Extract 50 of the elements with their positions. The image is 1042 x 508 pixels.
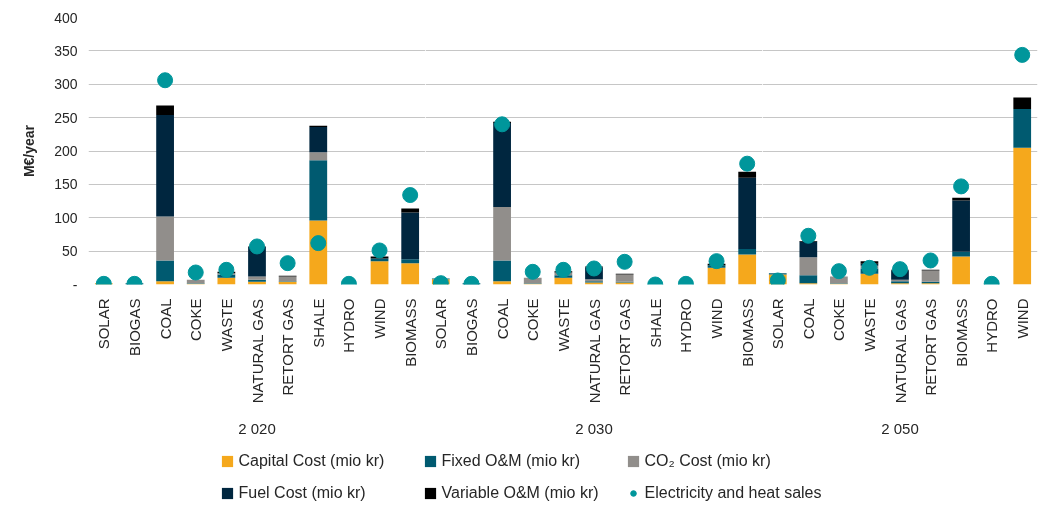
y-tick-label: 300 [54,76,78,93]
x-tick-label: SHALE [309,298,327,348]
x-tick-label: HYDRO [677,298,695,353]
y-tick-label: 400 [54,9,78,26]
y-tick-label: 250 [54,109,78,126]
y-tick-label: 150 [54,176,78,193]
legend-label: Fuel Cost (mio kr) [238,482,367,503]
x-tick-label: BIOMASS [738,298,756,367]
x-tick-label: WIND [1013,298,1031,339]
x-tick-label: SOLAR [95,298,113,350]
x-tick-label: HYDRO [983,298,1001,353]
y-axis-title: M€/year [21,124,38,178]
x-tick-label: SOLAR [432,298,450,350]
x-axis-title: 2 050 [881,420,919,438]
x-tick-label: NATURAL GAS [585,299,603,404]
x-tick-label: COKE [524,298,542,342]
x-tick-label: COAL [799,298,817,340]
y-tick-label: 350 [54,42,78,59]
x-tick-label: WASTE [554,298,572,352]
x-tick-label: SOLAR [769,298,787,350]
x-tick-label: BIOMASS [401,298,419,367]
x-tick-label: RETORT GAS [279,298,297,396]
y-tick-label: 50 [61,243,78,260]
x-tick-label: COKE [830,298,848,342]
x-tick-label: SHALE [646,298,664,348]
y-tick-label: 200 [54,143,78,159]
x-tick-label: RETORT GAS [922,298,940,396]
x-tick-label: NATURAL GAS [891,299,909,404]
x-tick-label: HYDRO [340,298,358,353]
y-tick-label: - [72,276,78,293]
legend-label: Variable O&M (mio kr) [441,482,600,503]
x-tick-label: BIOGAS [462,298,480,357]
legend-label: Capital Cost (mio kr) [238,450,386,471]
x-tick-label: BIOGAS [125,298,143,357]
x-tick-label: WASTE [217,298,235,352]
x-tick-label: COAL [493,298,511,340]
x-tick-label: RETORT GAS [616,298,634,396]
legend-label: Electricity and heat sales [644,482,822,503]
x-axis-title: 2 020 [238,420,276,438]
x-tick-label: WIND [371,298,389,339]
x-tick-label: COAL [156,298,174,340]
x-axis-title: 2 030 [575,420,613,438]
x-tick-label: COKE [187,298,205,342]
legend-label: Fixed O&M (mio kr) [441,450,582,471]
legend-label: CO₂ Cost (mio kr) [644,450,772,471]
x-tick-label: BIOMASS [952,298,970,367]
x-tick-label: WIND [708,298,726,339]
x-tick-label: WASTE [860,298,878,352]
x-tick-label: NATURAL GAS [248,299,266,404]
y-tick-label: 100 [54,209,78,226]
